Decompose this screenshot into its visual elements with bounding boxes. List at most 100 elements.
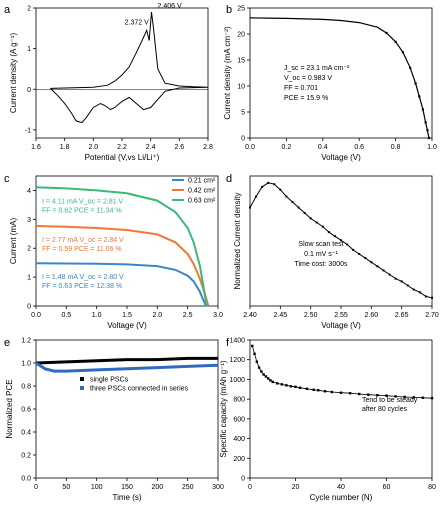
- scan-marker: [333, 235, 336, 238]
- capacity-marker: [257, 366, 261, 369]
- y-tick-label-f: 800: [233, 397, 245, 404]
- x-tick-label-b: 0.6: [354, 144, 364, 151]
- x-tick-label-d: 2.50: [304, 312, 318, 319]
- y-tick-label-c: 0: [27, 304, 31, 311]
- x-tick-label-f: 80: [428, 484, 436, 491]
- capacity-marker: [289, 385, 293, 388]
- y-tick-label-f: 600: [233, 416, 245, 423]
- y-tick-label-f: 1400: [229, 338, 245, 345]
- y-tick-label-f: 200: [233, 456, 245, 463]
- capacity-marker: [339, 391, 343, 394]
- chart-e: 0 50 100 150 200 250 300 0.0 0.2 0.4 0.6 0.8 1.0 1.2 T…: [5, 338, 224, 503]
- capacity-marker: [430, 396, 434, 400]
- capacity-marker: [305, 387, 309, 390]
- x-tick-label-a: 2.0: [88, 144, 98, 151]
- y-tick-label-b: 0: [241, 136, 245, 143]
- x-tick-label-d: 2.55: [334, 312, 348, 319]
- x-tick-label-f: 40: [337, 484, 345, 491]
- panels-layer: 1.6 1.8 2.0 2.2 2.4 2.6 2.8 -1 0 1 2 Potential (V,v…: [5, 3, 439, 502]
- scan-marker: [412, 288, 415, 291]
- capacity-marker: [421, 396, 425, 399]
- jv-marker: [414, 82, 417, 85]
- scan-marker: [352, 248, 355, 251]
- x-tick-label-b: 0.0: [245, 144, 255, 151]
- scan-marker: [279, 188, 282, 191]
- y-tick-label-f: 0: [241, 476, 245, 483]
- scan-marker: [400, 280, 403, 283]
- scan-marker: [364, 257, 367, 260]
- capacity-marker: [285, 384, 288, 387]
- capacity-marker: [269, 379, 272, 382]
- capacity-marker: [260, 370, 263, 373]
- pv-metric: J_sc = 23.1 mA cm⁻²: [284, 65, 350, 72]
- jv-marker: [401, 51, 404, 54]
- y-tick-label-b: 25: [237, 6, 245, 13]
- device-metric-line2: FF = 0.62 PCE = 11.34 %: [42, 207, 122, 214]
- capacity-marker: [294, 385, 297, 389]
- y-tick-label-e: 0.6: [21, 407, 31, 414]
- x-tick-label-c: 1.5: [122, 312, 132, 319]
- pv-metric: FF = 0.701: [284, 85, 318, 92]
- x-axis-label-e: Time (s): [112, 493, 141, 502]
- x-tick-label-b: 0.8: [391, 144, 401, 151]
- capacity-marker: [412, 396, 415, 399]
- y-tick-label-a: 0: [27, 87, 31, 94]
- jv-marker: [409, 66, 412, 69]
- capacity-marker: [317, 389, 320, 392]
- plot-frame-a: [35, 7, 209, 139]
- chart-a: 1.6 1.8 2.0 2.2 2.4 2.6 2.8 -1 0 1 2 Potential (V,v…: [9, 3, 213, 162]
- x-tick-label-e: 0: [34, 484, 38, 491]
- device-metric-line2: FF = 0.63 PCE = 12.38 %: [42, 283, 122, 290]
- chart-c: 0.0 0.5 1.0 1.5 2.0 2.5 3.0 0 1 2 3 4 Voltage (V) Cur…: [9, 175, 223, 330]
- y-axis-label-c: Current (mA): [9, 218, 18, 265]
- y-axis-label-f: Specific capacity (mAh g⁻¹): [219, 360, 228, 457]
- pce-series: [35, 356, 218, 365]
- scan-marker: [382, 269, 385, 272]
- y-tick-label-c: 2: [27, 246, 31, 253]
- capacity-note: after 80 cycles: [362, 406, 408, 413]
- x-tick-label-a: 1.6: [31, 144, 41, 151]
- x-tick-label-e: 250: [182, 484, 194, 491]
- jv-marker: [385, 31, 388, 35]
- y-tick-label-b: 5: [241, 110, 245, 117]
- capacity-marker: [298, 386, 302, 390]
- capacity-marker: [280, 383, 284, 386]
- x-tick-label-d: 2.45: [274, 312, 288, 319]
- scan-marker: [406, 284, 409, 287]
- x-tick-label-c: 2.5: [183, 312, 193, 319]
- x-axis-label-b: Voltage (V): [321, 153, 361, 162]
- x-tick-label-c: 2.0: [152, 312, 162, 319]
- x-tick-label-f: 20: [292, 484, 300, 491]
- scan-marker: [327, 231, 330, 234]
- scan-note: Time cost: 3000s: [294, 261, 348, 268]
- scan-marker: [370, 261, 373, 264]
- jv-marker: [424, 121, 427, 124]
- scan-marker: [273, 183, 276, 186]
- y-axis-label-d: Normalized Current density: [233, 193, 242, 290]
- legend-label: three PSCs connected in series: [90, 386, 189, 393]
- y-tick-label-e: 0.0: [21, 476, 31, 483]
- x-axis-label-d: Voltage (V): [321, 321, 361, 330]
- x-tick-label-e: 300: [212, 484, 224, 491]
- y-tick-label-a: -1: [25, 127, 31, 134]
- y-tick-label-f: 400: [233, 436, 245, 443]
- y-axis-label-a: Current density (A g⁻¹): [9, 33, 18, 114]
- capacity-marker: [394, 395, 397, 398]
- scan-marker: [297, 206, 300, 209]
- panel-letter-d: d: [226, 173, 232, 185]
- chart-d: 2.40 2.45 2.50 2.55 2.60 2.65 2.70 Voltage (V) N…: [233, 175, 439, 330]
- scan-marker: [261, 185, 264, 188]
- x-tick-label-e: 200: [151, 484, 163, 491]
- scan-marker: [267, 181, 270, 184]
- x-tick-label-c: 0.5: [61, 312, 71, 319]
- x-tick-label-a: 1.8: [60, 144, 70, 151]
- x-tick-label-e: 100: [91, 484, 103, 491]
- legend-label: 0.21 cm²: [188, 178, 216, 185]
- scan-marker: [315, 221, 318, 224]
- y-axis-label-e: Normalized PCE: [5, 379, 14, 438]
- scan-marker: [291, 201, 294, 203]
- panel-letter-b: b: [226, 4, 232, 16]
- scan-note: 0.1 mV s⁻¹: [304, 251, 338, 258]
- y-tick-label-f: 1000: [229, 377, 245, 384]
- scan-marker: [285, 195, 288, 198]
